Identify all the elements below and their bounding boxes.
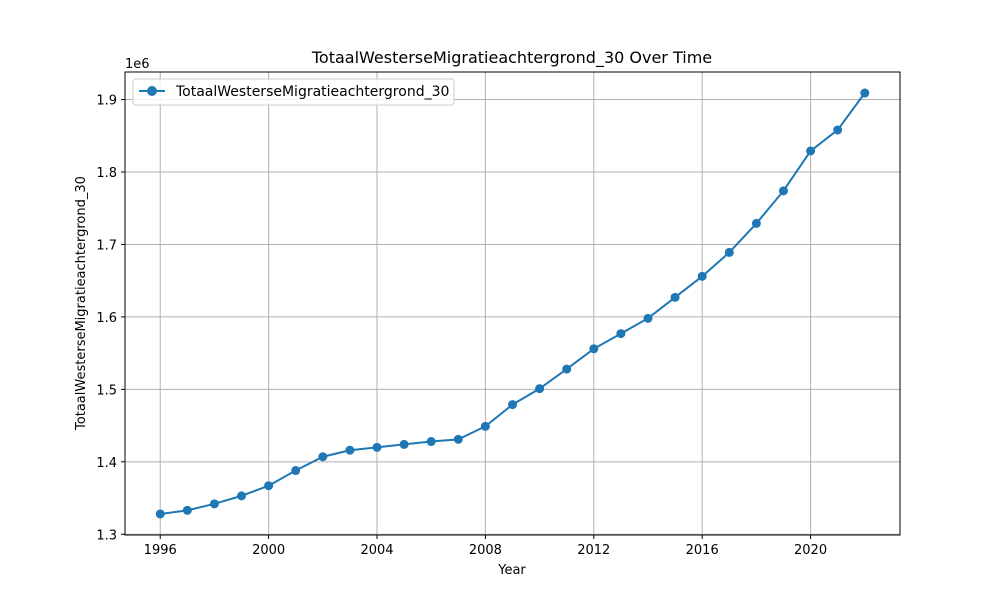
data-point [562, 364, 572, 374]
y-tick-label: 1.5 [96, 383, 117, 398]
data-point [616, 329, 626, 339]
data-point [833, 125, 843, 135]
y-tick-label: 1.7 [96, 238, 117, 253]
series-line [160, 92, 866, 515]
data-point [318, 452, 328, 462]
data-point [535, 384, 545, 394]
data-point [508, 400, 517, 410]
data-point [751, 218, 761, 228]
data-point [426, 437, 436, 447]
x-tick-label: 2000 [252, 543, 285, 558]
x-tick-label: 2012 [577, 543, 610, 558]
data-point [724, 247, 734, 257]
data-point [155, 509, 165, 519]
data-point [670, 292, 680, 302]
data-point [589, 344, 599, 354]
data-point [860, 88, 870, 98]
y-tick-label: 1.8 [96, 166, 117, 181]
y-tick-label: 1.9 [96, 94, 117, 109]
y-tick-label: 1.3 [96, 528, 117, 543]
data-point [399, 439, 409, 449]
x-tick-label: 2020 [794, 543, 827, 558]
plot-frame [124, 71, 901, 536]
y-tick-label: 1.6 [96, 311, 117, 326]
legend-box [132, 78, 455, 106]
x-axis-label: Year [497, 563, 526, 578]
data-point [806, 146, 816, 156]
legend: TotaalWesterseMigratieachtergrond_30 [132, 78, 455, 106]
data-point [264, 481, 274, 491]
y-tick-label: 1.4 [96, 456, 117, 471]
data-point [453, 434, 463, 444]
axis-ticks: 1996 2000 2004 2008 2012 2016 2020 1.3 1.4 1.5 1.6… [96, 94, 827, 558]
x-tick-label: 2016 [686, 543, 719, 558]
x-tick-label: 2008 [469, 543, 502, 558]
data-point [291, 466, 301, 476]
data-point [237, 491, 247, 501]
grid [125, 72, 900, 535]
legend-entry-label: TotaalWesterseMigratieachtergrond_30 [175, 84, 449, 100]
chart-title: TotaalWesterseMigratieachtergrond_30 Ove… [311, 48, 712, 68]
data-point [480, 421, 490, 431]
x-tick-label: 1996 [144, 543, 177, 558]
x-tick-label: 2004 [360, 543, 393, 558]
y-axis-offset-label: 1e6 [125, 57, 150, 72]
data-point [182, 505, 192, 515]
data-point [697, 271, 707, 281]
data-point [209, 499, 219, 509]
y-axis-label: TotaalWesterseMigratieachtergrond_30 [74, 176, 89, 431]
series-layer [155, 88, 870, 519]
legend-marker-swatch [147, 86, 157, 96]
data-point [778, 186, 788, 196]
data-point [372, 442, 382, 452]
data-point [643, 313, 653, 323]
data-point [345, 445, 355, 455]
